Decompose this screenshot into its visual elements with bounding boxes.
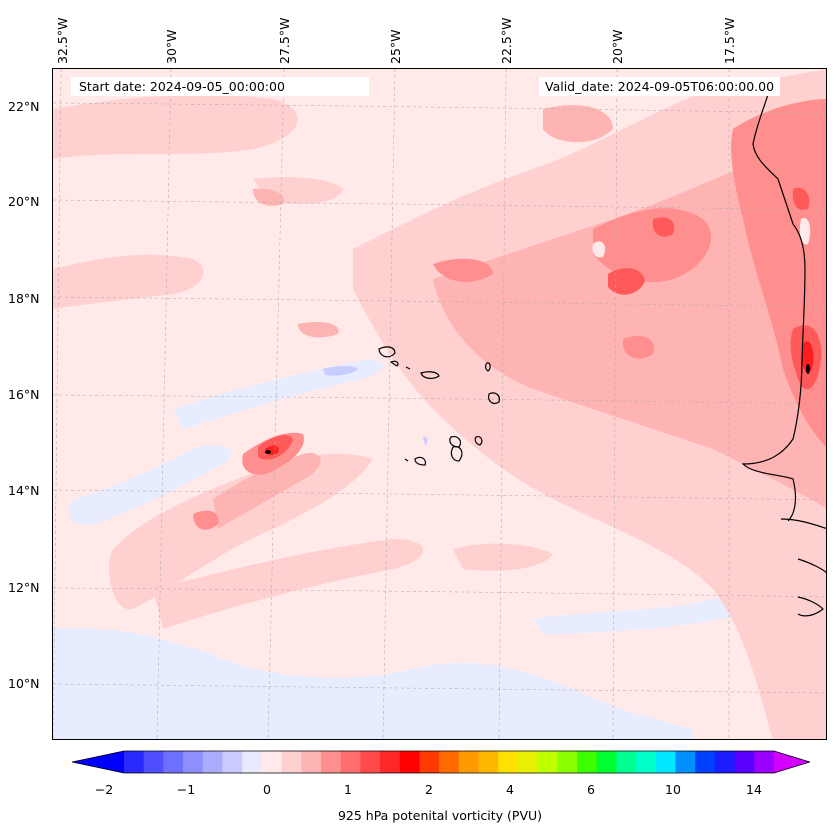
colorbar-swatch	[360, 751, 381, 773]
lon-label-25w: 25°W	[388, 29, 403, 64]
pv-mid-pink	[213, 105, 826, 529]
colorbar-swatch	[163, 751, 184, 773]
colorbar-swatch	[557, 751, 578, 773]
colorbar-swatch	[458, 751, 480, 773]
colorbar-swatch	[695, 751, 716, 773]
colorbar-swatch	[242, 751, 263, 773]
lon-label-27-5w: 27.5°W	[277, 17, 292, 64]
lat-label-16n: 16°N	[8, 387, 40, 402]
cape-verde-islands	[378, 346, 500, 466]
lon-label-22-5w: 22.5°W	[499, 17, 514, 64]
map-panel[interactable]: Start date: 2024-09-05_00:00:00 Valid_da…	[52, 68, 827, 740]
colorbar-tick: 2	[425, 782, 433, 797]
valid-date-label: Valid_date: 2024-09-05T06:00:00.00	[539, 77, 781, 96]
colorbar-swatch	[734, 751, 755, 773]
lat-label-14n: 14°N	[8, 483, 40, 498]
colorbar-swatch	[675, 751, 696, 773]
colorbar-swatch	[478, 751, 499, 773]
lat-label-22n: 22°N	[8, 99, 40, 114]
colorbar-swatch	[517, 751, 539, 773]
colorbar-swatch	[281, 751, 302, 773]
pv-peak-dots	[265, 364, 810, 454]
colorbar-tick: 1	[344, 782, 352, 797]
colorbar-swatch	[714, 751, 736, 773]
colorbar-swatch	[419, 751, 440, 773]
start-date-label: Start date: 2024-09-05_00:00:00	[71, 77, 369, 96]
coastline	[741, 76, 826, 617]
colorbar-extend-min	[72, 751, 124, 773]
colorbar-swatch	[399, 751, 420, 773]
colorbar-swatch	[340, 751, 361, 773]
colorbar-swatch	[301, 751, 322, 773]
colorbar-swatch	[537, 751, 558, 773]
colorbar-swatch	[143, 751, 164, 773]
colorbar-swatch	[636, 751, 657, 773]
colorbar-swatch	[380, 751, 401, 773]
pv-field-map	[53, 69, 826, 739]
colorbar-swatch	[222, 751, 243, 773]
colorbar-tick: 4	[506, 782, 514, 797]
lon-label-30w: 30°W	[164, 29, 179, 64]
colorbar-tick: 10	[665, 782, 681, 797]
colorbar	[72, 750, 810, 774]
pv-white-patches	[516, 102, 811, 258]
colorbar-swatch	[655, 751, 677, 773]
colorbar-swatch	[320, 751, 342, 773]
colorbar-swatch	[596, 751, 617, 773]
lat-label-10n: 10°N	[8, 676, 40, 691]
lat-label-12n: 12°N	[8, 580, 40, 595]
colorbar-swatch	[754, 751, 775, 773]
graticule	[53, 69, 826, 739]
colorbar-swatch	[616, 751, 637, 773]
lat-label-20n: 20°N	[8, 194, 40, 209]
lon-label-20w: 20°W	[610, 29, 625, 64]
colorbar-swatch	[577, 751, 598, 773]
colorbar-swatch	[439, 751, 460, 773]
colorbar-tick: −2	[94, 782, 114, 797]
colorbar-extend-max	[774, 751, 810, 773]
lat-label-18n: 18°N	[8, 291, 40, 306]
colorbar-swatch	[202, 751, 223, 773]
colorbar-swatch	[261, 751, 283, 773]
deep-blue-patches	[323, 366, 428, 445]
colorbar-tick: 6	[587, 782, 595, 797]
colorbar-tick: 0	[263, 782, 271, 797]
colorbar-outline	[72, 750, 810, 774]
lon-label-32-5w: 32.5°W	[55, 17, 70, 64]
colorbar-tick: −1	[176, 782, 196, 797]
colorbar-tick: 14	[746, 782, 762, 797]
lon-label-17-5w: 17.5°W	[722, 17, 737, 64]
colorbar-label: 925 hPa potenital vorticity (PVU)	[337, 808, 543, 823]
colorbar-swatch	[498, 751, 519, 773]
colorbar-swatch	[183, 751, 204, 773]
colorbar-swatch	[124, 751, 145, 773]
